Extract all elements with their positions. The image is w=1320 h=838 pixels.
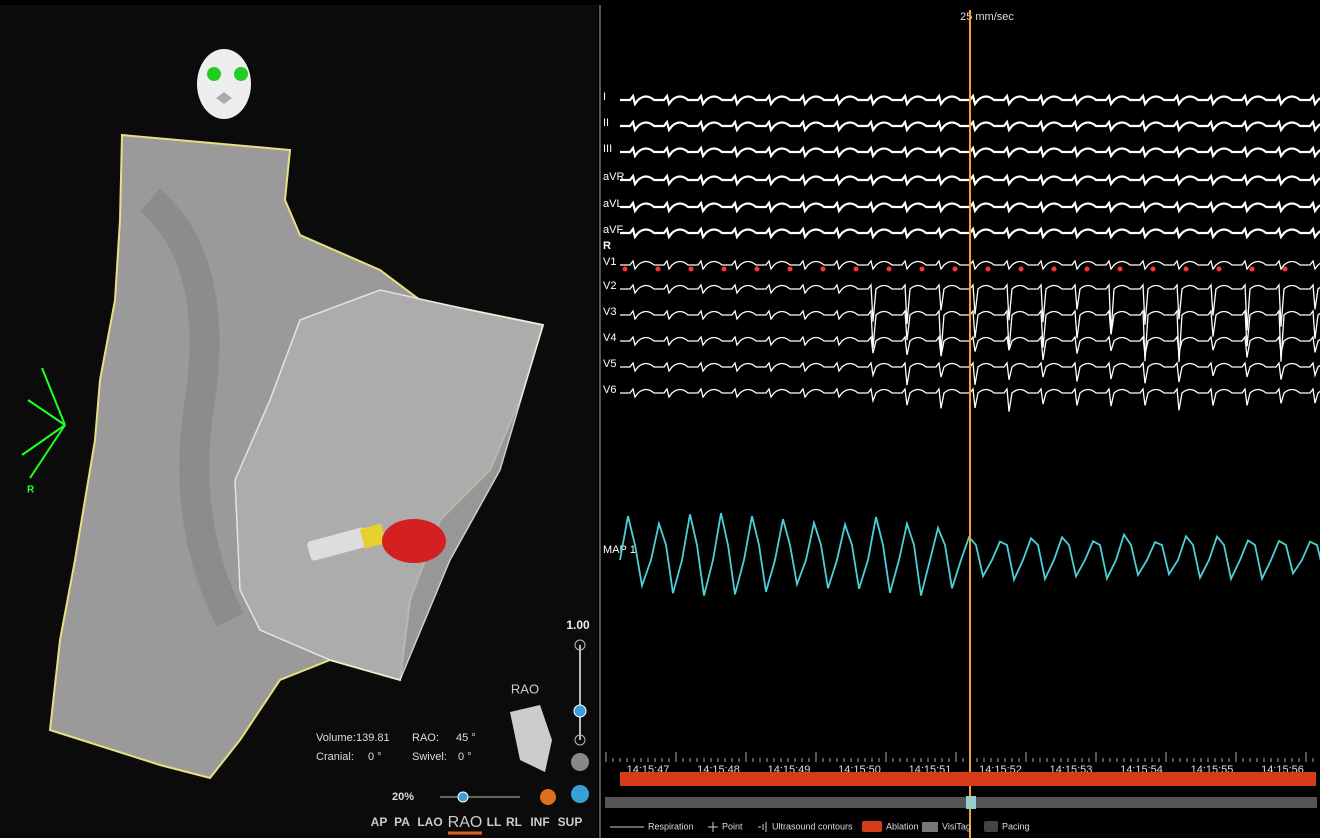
legend-label: Pacing [1002,821,1030,831]
pacing-marker [1283,267,1288,272]
face-eye [234,67,248,81]
legend-swatch [984,821,998,832]
pacing-marker [986,267,991,272]
ablation-bar [620,772,1316,786]
sweep-speed: 25 mm/sec [960,11,1014,23]
pacing-marker [854,267,859,272]
rotate-button[interactable] [571,785,589,803]
info-label: RAO: [412,732,439,744]
zoom-thumb[interactable] [574,705,586,717]
pacing-marker [1019,267,1024,272]
legend-label: Point [722,821,743,831]
legend-swatch [862,821,882,832]
view-button[interactable]: AP [371,815,388,829]
pacing-marker [623,267,628,272]
view-button[interactable]: LAO [417,815,442,829]
lead-label: V2 [603,280,616,292]
view-button[interactable]: LL [487,815,502,829]
lead-label: II [603,117,609,129]
info-label: Volume: [316,732,356,744]
legend-label: Ultrasound contours [772,821,853,831]
color-button[interactable] [540,789,556,805]
lead-label: aVF [603,224,623,236]
pacing-marker [1217,267,1222,272]
pacing-marker [1052,267,1057,272]
zoom-percent: 20% [392,791,414,803]
view-button[interactable]: RAO [448,814,483,831]
view-reset-button[interactable] [571,753,589,771]
pacing-marker [953,267,958,272]
view-button[interactable]: SUP [558,815,583,829]
lead-label: V4 [603,332,616,344]
lead-label: V3 [603,306,616,318]
lead-label: MAP 1 [603,544,636,556]
pacing-marker [1250,267,1255,272]
legend-label: Respiration [648,821,694,831]
pacing-marker [755,267,760,272]
lead-label: I [603,91,606,103]
info-value: 139.81 [356,732,390,744]
scrollbar [605,797,1317,808]
info-value: 0 ° [458,751,472,763]
pacing-marker [821,267,826,272]
lead-label: R [603,240,611,252]
pacing-marker [920,267,925,272]
opacity-thumb[interactable] [458,792,468,802]
view-button[interactable]: RL [506,815,522,829]
lead-label: III [603,143,612,155]
info-value: 45 ° [456,732,476,744]
zoom-value: 1.00 [566,618,590,632]
lead-label: V6 [603,384,616,396]
pacing-marker [1184,267,1189,272]
legend-label: VisiTag [942,821,971,831]
legend-swatch [922,822,938,832]
face-icon [197,49,251,119]
pacing-marker [887,267,892,272]
lead-label: aVL [603,198,623,210]
legend: Respiration Point Ultrasound contours Ablat… [610,821,1030,832]
view-button[interactable]: INF [530,815,549,829]
axis-label: R [27,485,35,496]
lead-label: V5 [603,358,616,370]
screen: R 1.00 RAO Volume:139.81 RAO: 45 ° Cranial:… [0,0,1320,838]
view-button[interactable]: PA [394,815,410,829]
pacing-marker [656,267,661,272]
lead-label: aVR [603,171,624,183]
info-value: 0 ° [368,751,382,763]
info-label: Cranial: [316,751,354,763]
pacing-marker [1085,267,1090,272]
pacing-marker [1118,267,1123,272]
pacing-marker [722,267,727,272]
info-label: Swivel: [412,751,447,763]
pacing-marker [689,267,694,272]
lead-label: V1 [603,256,616,268]
pacing-marker [788,267,793,272]
legend-label: Ablation [886,821,919,831]
catheter-tip [382,519,446,563]
pacing-marker [1151,267,1156,272]
view-name: RAO [511,681,539,696]
face-eye [207,67,221,81]
scroll-thumb[interactable] [966,796,976,809]
